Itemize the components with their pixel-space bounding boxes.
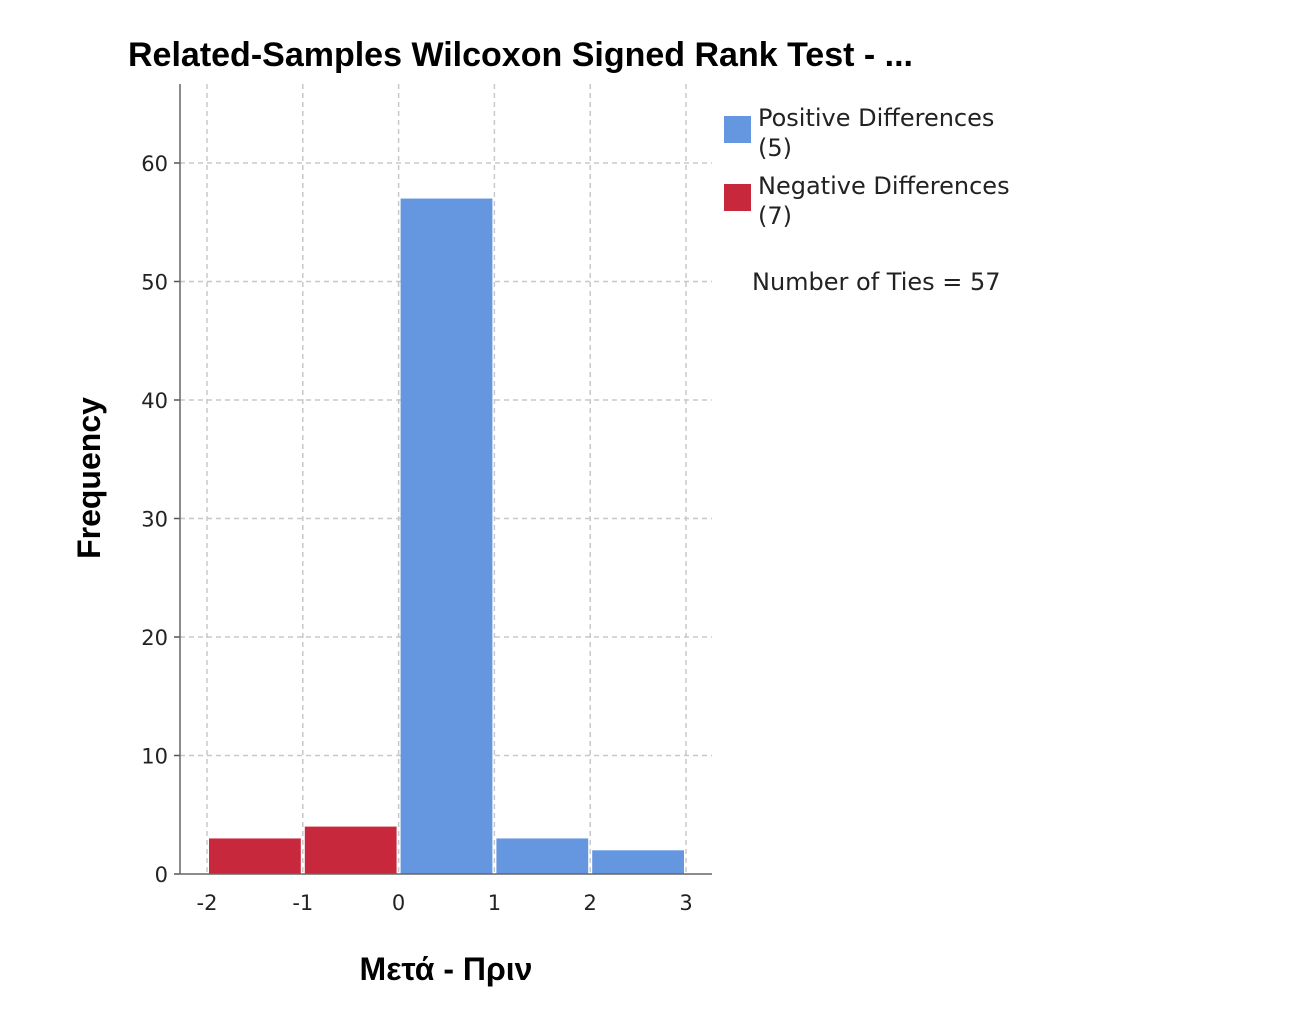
histogram-bar-positive bbox=[592, 850, 684, 874]
histogram-bar-positive bbox=[400, 198, 493, 875]
tick-labels: 0 10 20 30 40 50 60 -2 -1 0 1 2 3 bbox=[141, 152, 692, 915]
legend-count: (7) bbox=[758, 202, 792, 230]
y-tick-label: 10 bbox=[141, 745, 168, 769]
legend: Positive Differences(5) Negative Differen… bbox=[724, 104, 1010, 230]
x-tick-label: 3 bbox=[679, 891, 692, 915]
x-tick-label: -1 bbox=[292, 891, 313, 915]
x-tick-label: 2 bbox=[584, 891, 597, 915]
histogram-bar-negative bbox=[209, 838, 301, 874]
y-tick-label: 20 bbox=[141, 626, 168, 650]
histogram-bar-negative bbox=[304, 826, 397, 874]
legend-label: Negative Differences bbox=[758, 172, 1010, 200]
y-tick-label: 30 bbox=[141, 508, 168, 532]
histogram-bar-positive bbox=[496, 838, 589, 874]
bars bbox=[209, 198, 684, 875]
y-tick-label: 50 bbox=[141, 271, 168, 295]
y-tick-label: 60 bbox=[141, 152, 168, 176]
x-tick-label: -2 bbox=[197, 891, 218, 915]
legend-count: (5) bbox=[758, 134, 792, 162]
axes bbox=[174, 84, 712, 875]
y-tick-label: 40 bbox=[141, 389, 168, 413]
legend-swatch-positive bbox=[724, 116, 751, 143]
x-axis-label: Μετά - Πριν bbox=[360, 951, 533, 987]
ties-annotation: Number of Ties = 57 bbox=[752, 268, 1001, 296]
legend-swatch-negative bbox=[724, 184, 751, 211]
y-tick-label: 0 bbox=[155, 863, 168, 887]
legend-label: Positive Differences bbox=[758, 104, 994, 132]
x-tick-label: 1 bbox=[488, 891, 501, 915]
x-tick-label: 0 bbox=[392, 891, 405, 915]
y-axis-label: Frequency bbox=[71, 397, 107, 559]
chart-title: Related-Samples Wilcoxon Signed Rank Tes… bbox=[128, 36, 913, 74]
